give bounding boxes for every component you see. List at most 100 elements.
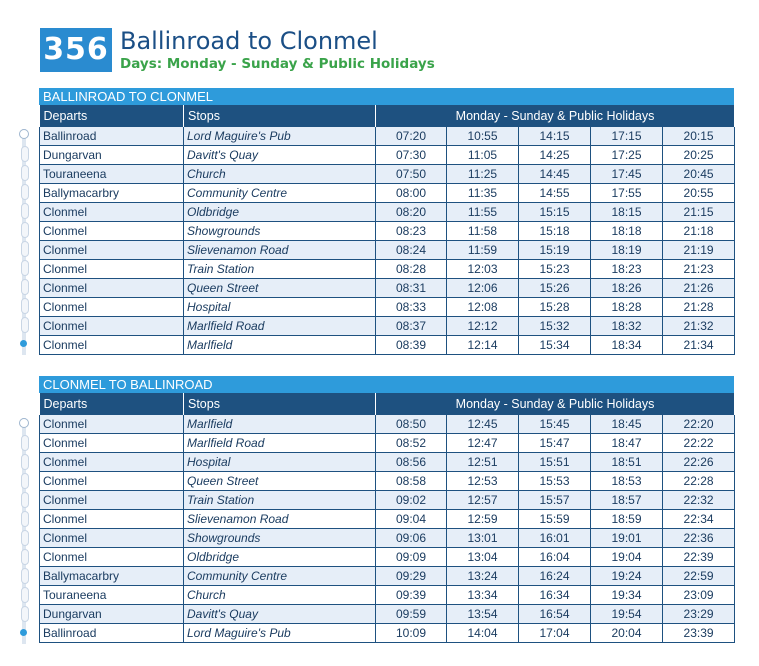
table-row: Touraneena Church 09:39 13:34 16:34 19:34 23:0… bbox=[39, 585, 736, 605]
time-cell: 21:26 bbox=[662, 278, 736, 298]
time-cell: 10:09 bbox=[375, 623, 447, 643]
time-cell: 12:47 bbox=[446, 433, 519, 453]
timeline-stop-marker bbox=[21, 473, 29, 489]
time-cell: 16:04 bbox=[518, 547, 591, 567]
time-cell: 14:15 bbox=[518, 127, 591, 146]
time-cell: 22:28 bbox=[662, 471, 736, 491]
time-cell: 23:09 bbox=[662, 585, 736, 605]
timeline-stop-marker bbox=[21, 549, 29, 565]
time-cell: 08:31 bbox=[375, 278, 447, 298]
stop-cell: Queen Street bbox=[183, 471, 376, 491]
time-cell: 15:15 bbox=[518, 202, 591, 222]
time-cell: 17:15 bbox=[590, 127, 663, 146]
departs-header: Departs bbox=[39, 393, 184, 415]
route-title: Ballinroad to Clonmel bbox=[120, 27, 378, 55]
route-days: Days: Monday - Sunday & Public Holidays bbox=[120, 56, 435, 72]
time-cell: 13:34 bbox=[446, 585, 519, 605]
departs-cell: Clonmel bbox=[39, 509, 184, 529]
stop-cell: Church bbox=[183, 585, 376, 605]
time-cell: 20:45 bbox=[662, 164, 736, 184]
table-row: Ballymacarbry Community Centre 09:29 13:24 1… bbox=[39, 566, 736, 586]
stop-cell: Oldbridge bbox=[183, 202, 376, 222]
table-row: Clonmel Slievenamon Road 08:24 11:59 15:19 18… bbox=[39, 240, 736, 260]
time-cell: 16:24 bbox=[518, 566, 591, 586]
time-cell: 08:56 bbox=[375, 452, 447, 472]
time-cell: 11:35 bbox=[446, 183, 519, 203]
timetable-section-return: CLONMEL TO BALLINROAD Departs Stops Mond… bbox=[39, 376, 736, 643]
timetable: Departs Stops Monday - Sunday & Public H… bbox=[39, 105, 736, 355]
table-row: Touraneena Church 07:50 11:25 14:45 17:45 20:4… bbox=[39, 164, 736, 184]
timeline-stop-marker bbox=[21, 165, 29, 181]
time-cell: 16:01 bbox=[518, 528, 591, 548]
departs-cell: Clonmel bbox=[39, 240, 184, 260]
time-cell: 21:19 bbox=[662, 240, 736, 260]
timeline-stop-marker bbox=[21, 511, 29, 527]
time-cell: 14:45 bbox=[518, 164, 591, 184]
stop-cell: Davitt's Quay bbox=[183, 145, 376, 165]
time-cell: 23:29 bbox=[662, 604, 736, 624]
timeline-stop-marker bbox=[21, 260, 29, 276]
stop-cell: Queen Street bbox=[183, 278, 376, 298]
time-cell: 23:39 bbox=[662, 623, 736, 643]
time-cell: 08:24 bbox=[375, 240, 447, 260]
time-cell: 22:26 bbox=[662, 452, 736, 472]
time-cell: 22:36 bbox=[662, 528, 736, 548]
timeline-stop-marker bbox=[21, 146, 29, 162]
time-cell: 14:25 bbox=[518, 145, 591, 165]
stop-cell: Showgrounds bbox=[183, 528, 376, 548]
time-cell: 09:09 bbox=[375, 547, 447, 567]
time-cell: 12:45 bbox=[446, 415, 519, 434]
departs-cell: Clonmel bbox=[39, 433, 184, 453]
departs-cell: Ballinroad bbox=[39, 623, 184, 643]
departs-cell: Clonmel bbox=[39, 297, 184, 317]
time-cell: 09:29 bbox=[375, 566, 447, 586]
time-cell: 15:45 bbox=[518, 415, 591, 434]
departs-cell: Clonmel bbox=[39, 471, 184, 491]
stop-cell: Davitt's Quay bbox=[183, 604, 376, 624]
time-cell: 13:04 bbox=[446, 547, 519, 567]
time-cell: 11:25 bbox=[446, 164, 519, 184]
stops-header: Stops bbox=[183, 393, 376, 415]
time-cell: 15:23 bbox=[518, 259, 591, 279]
time-cell: 19:34 bbox=[590, 585, 663, 605]
time-cell: 08:39 bbox=[375, 335, 447, 355]
departs-header: Departs bbox=[39, 105, 184, 127]
table-row: Clonmel Showgrounds 09:06 13:01 16:01 19:01 22… bbox=[39, 528, 736, 548]
time-cell: 12:03 bbox=[446, 259, 519, 279]
section-title: BALLINROAD TO CLONMEL bbox=[39, 88, 734, 105]
departs-cell: Clonmel bbox=[39, 547, 184, 567]
time-cell: 12:51 bbox=[446, 452, 519, 472]
time-cell: 12:53 bbox=[446, 471, 519, 491]
timeline-stop-marker bbox=[21, 222, 29, 238]
departs-cell: Clonmel bbox=[39, 221, 184, 241]
departs-cell: Clonmel bbox=[39, 335, 184, 355]
time-cell: 15:47 bbox=[518, 433, 591, 453]
time-cell: 22:39 bbox=[662, 547, 736, 567]
time-cell: 15:28 bbox=[518, 297, 591, 317]
stop-cell: Marlfield bbox=[183, 415, 376, 434]
time-cell: 22:32 bbox=[662, 490, 736, 510]
time-cell: 15:34 bbox=[518, 335, 591, 355]
departs-cell: Ballinroad bbox=[39, 127, 184, 146]
time-cell: 14:04 bbox=[446, 623, 519, 643]
time-cell: 07:50 bbox=[375, 164, 447, 184]
departs-cell: Dungarvan bbox=[39, 145, 184, 165]
time-cell: 15:53 bbox=[518, 471, 591, 491]
time-cell: 21:15 bbox=[662, 202, 736, 222]
time-cell: 09:04 bbox=[375, 509, 447, 529]
time-cell: 12:08 bbox=[446, 297, 519, 317]
time-cell: 08:23 bbox=[375, 221, 447, 241]
time-cell: 10:55 bbox=[446, 127, 519, 146]
timeline-stop-marker bbox=[21, 530, 29, 546]
stop-cell: Showgrounds bbox=[183, 221, 376, 241]
time-cell: 12:57 bbox=[446, 490, 519, 510]
time-cell: 13:01 bbox=[446, 528, 519, 548]
time-cell: 21:32 bbox=[662, 316, 736, 336]
stop-cell: Oldbridge bbox=[183, 547, 376, 567]
time-cell: 21:23 bbox=[662, 259, 736, 279]
days-header: Monday - Sunday & Public Holidays bbox=[375, 393, 736, 415]
stop-cell: Slievenamon Road bbox=[183, 509, 376, 529]
table-row: Clonmel Train Station 09:02 12:57 15:57 18:57… bbox=[39, 490, 736, 510]
stop-cell: Marlfield Road bbox=[183, 316, 376, 336]
time-cell: 22:34 bbox=[662, 509, 736, 529]
